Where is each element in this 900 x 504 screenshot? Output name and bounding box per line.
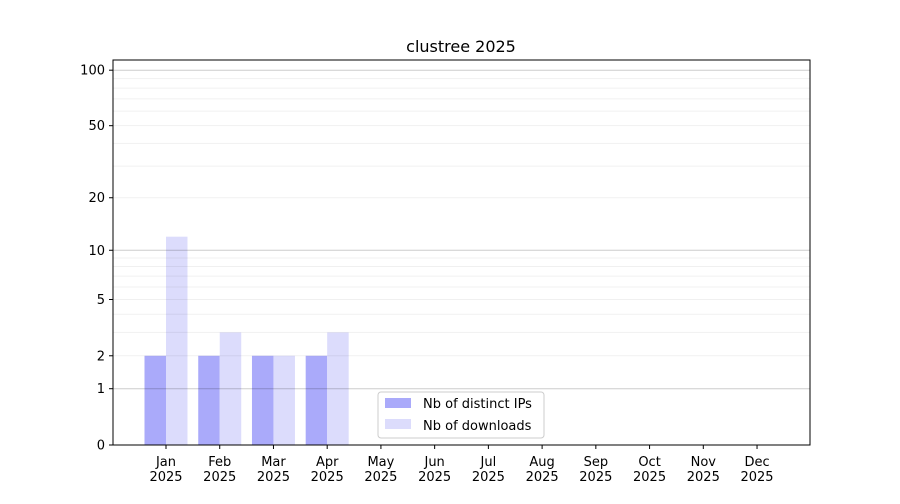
x-tick-label: Mar 2025 xyxy=(257,455,290,485)
legend: Nb of distinct IPs Nb of downloads xyxy=(377,391,545,439)
y-tick-label: 20 xyxy=(88,191,105,206)
x-tick-label: Feb 2025 xyxy=(203,455,236,485)
y-tick-label: 100 xyxy=(80,64,105,79)
y-tick-label: 50 xyxy=(88,119,105,134)
x-tick-label: Aug 2025 xyxy=(526,455,559,485)
x-tick-label: Jul 2025 xyxy=(472,455,505,485)
bar-downloads xyxy=(327,332,349,445)
bar-ips xyxy=(251,355,274,445)
y-tick-label: 1 xyxy=(97,382,105,397)
legend-label-downloads: Nb of downloads xyxy=(423,419,532,434)
bar-ips xyxy=(144,355,166,445)
x-tick-label: Nov 2025 xyxy=(687,455,720,485)
bar-downloads xyxy=(166,236,188,445)
y-tick-label: 0 xyxy=(97,439,105,454)
legend-swatch-downloads xyxy=(385,419,411,429)
legend-label-ips: Nb of distinct IPs xyxy=(423,397,532,412)
legend-swatch-ips xyxy=(385,398,411,408)
bar-downloads xyxy=(273,355,295,445)
plot-frame xyxy=(112,59,811,446)
x-tick-label: Apr 2025 xyxy=(311,455,344,485)
bar-ips xyxy=(198,355,220,445)
y-tick-label: 5 xyxy=(97,293,105,308)
bar-downloads xyxy=(219,332,242,445)
x-tick-label: Oct 2025 xyxy=(633,455,666,485)
y-tick-label: 10 xyxy=(88,244,105,259)
x-tick-label: Jan 2025 xyxy=(149,455,182,485)
chart-title: clustree 2025 xyxy=(406,37,516,56)
x-tick-label: Dec 2025 xyxy=(740,455,773,485)
y-tick-label: 2 xyxy=(97,349,105,364)
x-tick-label: May 2025 xyxy=(364,455,397,485)
x-tick-label: Sep 2025 xyxy=(579,455,612,485)
x-tick-label: Jun 2025 xyxy=(418,455,451,485)
bar-ips xyxy=(305,355,328,445)
legend-box xyxy=(377,391,545,439)
